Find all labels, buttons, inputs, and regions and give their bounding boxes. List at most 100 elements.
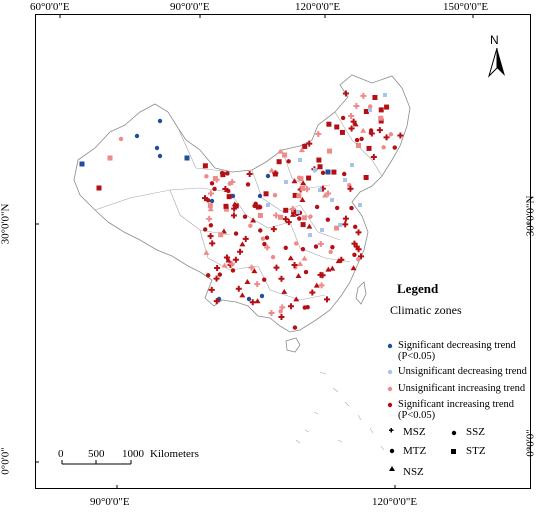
station-marker	[273, 264, 280, 271]
station-marker	[206, 215, 213, 222]
legend-label-sig-decrease-p: (P<0.05)	[398, 351, 436, 362]
station-marker	[281, 288, 288, 294]
station-marker	[325, 190, 332, 197]
station-marker	[263, 191, 269, 197]
station-marker	[314, 204, 320, 210]
station-marker	[272, 193, 278, 198]
station-marker	[293, 296, 300, 302]
station-marker	[157, 118, 163, 124]
station-marker	[255, 204, 261, 210]
station-marker	[309, 289, 316, 296]
station-marker	[282, 216, 289, 223]
station-marker	[284, 180, 288, 184]
taiwan-island	[355, 281, 367, 305]
station-marker	[360, 92, 367, 99]
station-marker	[262, 241, 267, 247]
station-marker	[292, 325, 298, 330]
legend-zone-msz: MSZ	[403, 426, 426, 438]
station-marker	[289, 205, 296, 212]
station-marker	[388, 132, 394, 137]
station-marker	[381, 145, 386, 150]
station-marker	[296, 210, 300, 214]
station-marker	[264, 244, 271, 251]
station-marker	[350, 163, 354, 167]
station-marker	[222, 186, 229, 193]
station-marker	[350, 118, 357, 125]
station-marker	[134, 133, 140, 139]
station-marker	[383, 134, 390, 141]
station-marker	[283, 207, 289, 213]
station-marker	[208, 223, 214, 228]
station-marker	[297, 261, 304, 267]
station-marker	[320, 228, 324, 232]
station-marker	[254, 281, 261, 288]
station-marker	[313, 168, 317, 172]
legend-label-sig-increase-p: (P<0.05)	[398, 410, 436, 421]
station-marker	[202, 163, 208, 169]
station-marker	[207, 206, 214, 212]
station-marker	[252, 203, 257, 209]
station-marker	[268, 310, 275, 317]
map-frame	[35, 14, 531, 489]
station-marker	[268, 167, 275, 173]
station-marker	[229, 179, 236, 186]
station-marker	[242, 235, 249, 242]
station-marker	[239, 241, 246, 247]
station-marker	[228, 260, 235, 267]
station-marker	[96, 185, 102, 191]
station-marker	[279, 304, 286, 311]
station-marker	[322, 192, 329, 198]
station-marker	[300, 222, 306, 228]
station-marker	[286, 159, 291, 164]
station-marker	[331, 169, 337, 175]
station-marker	[270, 254, 276, 260]
station-marker	[259, 293, 265, 299]
station-marker	[223, 203, 229, 209]
station-marker	[260, 236, 266, 241]
station-marker	[392, 145, 397, 150]
legend-symbol-sig-increase	[387, 402, 393, 408]
station-marker	[230, 268, 236, 273]
station-marker	[213, 176, 220, 183]
station-marker	[363, 174, 369, 180]
station-marker	[355, 246, 362, 253]
station-marker	[223, 254, 230, 261]
station-marker	[397, 132, 404, 139]
station-marker	[325, 266, 332, 272]
station-marker	[358, 203, 362, 207]
station-marker	[299, 197, 306, 203]
top-tick-60e: 60°0'0"E	[30, 1, 70, 13]
station-marker	[316, 157, 322, 163]
station-marker	[207, 233, 214, 240]
station-marker	[226, 194, 232, 200]
station-marker	[334, 205, 340, 211]
station-marker	[303, 269, 309, 275]
station-marker	[257, 193, 263, 199]
station-marker	[226, 188, 231, 194]
legend-zone-mtz: MTZ	[403, 445, 427, 457]
station-marker	[225, 257, 232, 263]
station-marker	[338, 223, 342, 227]
station-marker	[205, 198, 211, 203]
station-marker	[213, 275, 220, 282]
north-arrow-icon	[487, 47, 505, 78]
station-marker	[308, 214, 313, 219]
station-marker	[313, 282, 320, 288]
station-marker	[358, 253, 365, 260]
station-marker	[270, 226, 277, 233]
station-marker	[258, 228, 263, 233]
station-marker	[207, 190, 214, 197]
station-marker	[209, 181, 215, 186]
station-marker	[225, 171, 230, 176]
station-marker	[79, 161, 85, 167]
legend-symbols	[387, 343, 457, 471]
station-marker	[328, 249, 333, 255]
station-marker	[217, 272, 223, 277]
station-marker	[339, 129, 345, 135]
station-marker	[318, 282, 325, 289]
station-marker	[245, 182, 251, 187]
station-marker	[204, 174, 209, 179]
station-marker	[154, 145, 160, 151]
station-marker	[319, 185, 326, 192]
